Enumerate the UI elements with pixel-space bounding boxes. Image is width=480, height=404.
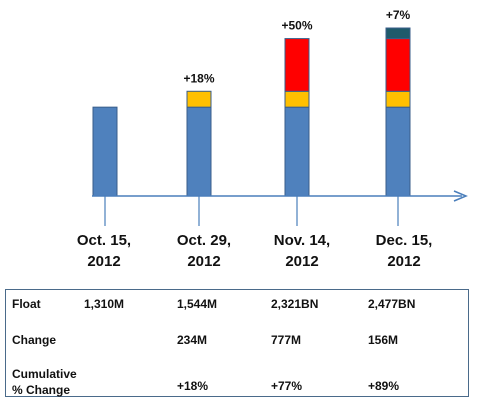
table-cell: 1,310M: [84, 297, 125, 311]
bar-segment: [385, 90, 411, 108]
bar-segment: [385, 38, 411, 92]
bar-annotation: +50%: [281, 19, 312, 33]
bar-annotation: +7%: [386, 8, 411, 22]
table-row-header: Cumulative% Change: [12, 367, 77, 397]
category-label: Nov. 14, 2012: [273, 232, 331, 270]
table-cell: +89%: [368, 379, 400, 393]
category-label: Dec. 15, 2012: [375, 232, 433, 270]
table-row-header: Float: [12, 297, 41, 311]
bar-segment: [186, 106, 212, 197]
category-label: Oct. 29, 2012: [176, 232, 232, 270]
table-cell: 2,477BN: [368, 297, 416, 311]
category-label: Oct. 15, 2012: [76, 232, 132, 270]
bar-segment: [385, 27, 411, 40]
x-axis-arrow: [453, 190, 468, 202]
bar-segment: [284, 90, 310, 108]
table-cell: 156M: [368, 333, 399, 347]
bar-segment: [92, 106, 118, 197]
stacked-bar-chart: +18% +50% +7%: [92, 8, 468, 226]
bar-segment: [385, 106, 411, 197]
bar-segment: [284, 106, 310, 197]
summary-table: [5, 289, 469, 397]
table-row-header: Change: [12, 333, 57, 347]
table-cell: 777M: [271, 333, 302, 347]
table-cell: +77%: [271, 379, 303, 393]
bar-segment: [186, 90, 212, 108]
table-cell: +18%: [177, 379, 209, 393]
table-cell: 2,321BN: [271, 297, 319, 311]
table-cell: 1,544M: [177, 297, 218, 311]
bar-annotation: +18%: [183, 71, 214, 85]
bar-segment: [284, 38, 310, 92]
table-cell: 234M: [177, 333, 208, 347]
